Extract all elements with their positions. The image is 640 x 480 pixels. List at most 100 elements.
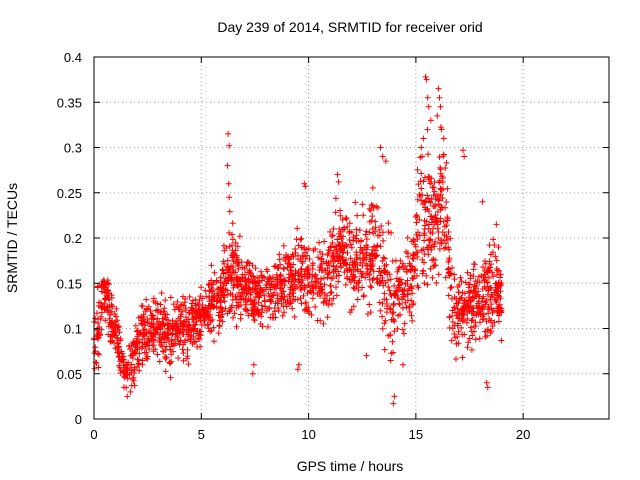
data-point [428, 175, 435, 182]
data-point [485, 274, 492, 281]
data-point [319, 251, 326, 258]
data-point [389, 258, 396, 265]
data-point [460, 147, 467, 154]
data-point [369, 260, 376, 267]
data-point [229, 291, 236, 298]
data-point [129, 351, 136, 358]
data-point [414, 248, 421, 255]
data-point [431, 188, 438, 195]
data-point [94, 283, 101, 290]
data-point [391, 300, 398, 307]
data-point [346, 220, 353, 227]
data-point [404, 250, 411, 257]
data-point [97, 315, 104, 322]
data-point [211, 293, 218, 300]
data-point [325, 250, 332, 257]
data-point [435, 85, 442, 92]
data-point [156, 358, 163, 365]
data-point [401, 287, 408, 294]
data-point [314, 317, 321, 324]
data-point [235, 299, 242, 306]
data-point [495, 292, 502, 299]
data-point [379, 300, 386, 307]
data-point [437, 164, 444, 171]
data-point [352, 235, 359, 242]
data-point [92, 344, 99, 351]
data-point [233, 323, 240, 330]
data-point [343, 261, 350, 268]
data-point [144, 306, 151, 313]
data-point [459, 331, 466, 338]
data-point [439, 179, 446, 186]
data-point [308, 278, 315, 285]
data-point [143, 330, 150, 337]
data-point [95, 351, 102, 358]
data-point [167, 374, 174, 381]
data-point [385, 220, 392, 227]
data-point [421, 280, 428, 287]
data-point [438, 240, 445, 247]
data-point [295, 276, 302, 283]
data-point [492, 286, 499, 293]
data-point [251, 316, 258, 323]
data-point [437, 103, 444, 110]
data-point [487, 251, 494, 258]
data-point [464, 315, 471, 322]
data-point [479, 264, 486, 271]
data-point [416, 216, 423, 223]
data-point [332, 195, 339, 202]
data-point [270, 278, 277, 285]
data-point [159, 323, 166, 330]
data-point [321, 295, 328, 302]
data-point [325, 301, 332, 308]
data-point [114, 317, 121, 324]
data-point [286, 259, 293, 266]
data-point [258, 268, 265, 275]
data-point [276, 279, 283, 286]
data-point [185, 310, 192, 317]
data-point [324, 271, 331, 278]
data-point [339, 254, 346, 261]
data-point [124, 375, 131, 382]
data-point [229, 247, 236, 254]
data-point [247, 291, 254, 298]
data-point [488, 261, 495, 268]
data-point [137, 330, 144, 337]
data-point [454, 322, 461, 329]
data-point [446, 324, 453, 331]
data-point [283, 254, 290, 261]
data-point [320, 320, 327, 327]
data-point [138, 302, 145, 309]
data-point [197, 317, 204, 324]
data-point [473, 311, 480, 318]
data-point [489, 323, 496, 330]
data-point [471, 261, 478, 268]
data-point [425, 151, 432, 158]
data-point [459, 318, 466, 325]
data-point [229, 220, 236, 227]
data-point [128, 367, 135, 374]
data-point [231, 310, 238, 317]
data-point [242, 305, 249, 312]
data-point [211, 269, 218, 276]
data-point [302, 299, 309, 306]
data-point [413, 249, 420, 256]
data-point [210, 294, 217, 301]
data-point [151, 324, 158, 331]
data-point [153, 320, 160, 327]
data-point [230, 258, 237, 265]
data-point [297, 285, 304, 292]
data-point [192, 302, 199, 309]
data-point [167, 360, 174, 367]
data-point [285, 271, 292, 278]
data-point [281, 309, 288, 316]
data-point [354, 296, 361, 303]
data-point [415, 181, 422, 188]
data-point [302, 249, 309, 256]
data-point [252, 293, 259, 300]
data-point [346, 229, 353, 236]
data-point [192, 338, 199, 345]
data-point [430, 225, 436, 232]
data-point [344, 250, 351, 257]
data-point [225, 269, 232, 276]
